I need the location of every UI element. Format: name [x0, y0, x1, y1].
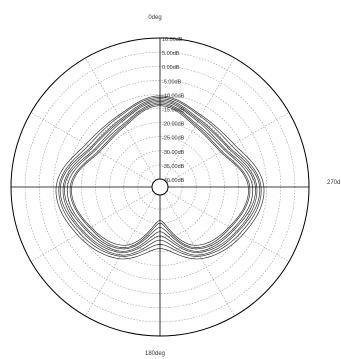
- radial-tick-label: 5.00dB: [162, 51, 180, 57]
- outer-ring: [10, 37, 310, 337]
- center-hole: [151, 178, 169, 196]
- radial-tick-label: -30.00dB: [162, 150, 185, 156]
- series-group: [55, 95, 265, 260]
- radial-tick-label: -40.00dB: [162, 178, 185, 184]
- radial-tick-label: -10.00dB: [162, 93, 185, 99]
- grid-spoke: [85, 193, 157, 317]
- series-line-1: [55, 95, 265, 260]
- angle-label-right: 270d: [327, 180, 340, 186]
- grid-spoke: [166, 190, 290, 262]
- series-line-5: [64, 101, 256, 252]
- grid-spoke: [30, 190, 154, 262]
- series-line-4: [62, 99, 258, 253]
- series-line-2: [58, 96, 262, 257]
- radial-tick-label: -25.00dB: [162, 136, 185, 142]
- radial-tick-label: 0.00dB: [162, 65, 180, 71]
- radial-tick-labels: 10.00dB 5.00dB 0.00dB -5.00dB -10.00dB -15.00…: [162, 37, 185, 184]
- grid-spoke: [85, 57, 157, 181]
- angle-label-top: 0deg: [148, 15, 161, 21]
- radial-tick-label: -20.00dB: [162, 122, 185, 128]
- polar-grid: [10, 37, 310, 337]
- radial-tick-label: -15.00dB: [162, 108, 185, 114]
- series-line-8: [71, 105, 249, 246]
- grid-spoke: [163, 193, 235, 317]
- radial-tick-label: -5.00dB: [162, 79, 182, 85]
- grid-spoke: [30, 112, 154, 184]
- grid-spoke: [166, 112, 290, 184]
- radial-tick-label: -35.00dB: [162, 164, 185, 170]
- angle-label-bottom: 180deg: [145, 351, 165, 357]
- series-line-7: [69, 103, 251, 249]
- series-line-3: [59, 98, 261, 256]
- radial-tick-label: 10.00dB: [162, 37, 183, 43]
- grid-spoke: [163, 57, 235, 181]
- series-line-6: [66, 102, 254, 250]
